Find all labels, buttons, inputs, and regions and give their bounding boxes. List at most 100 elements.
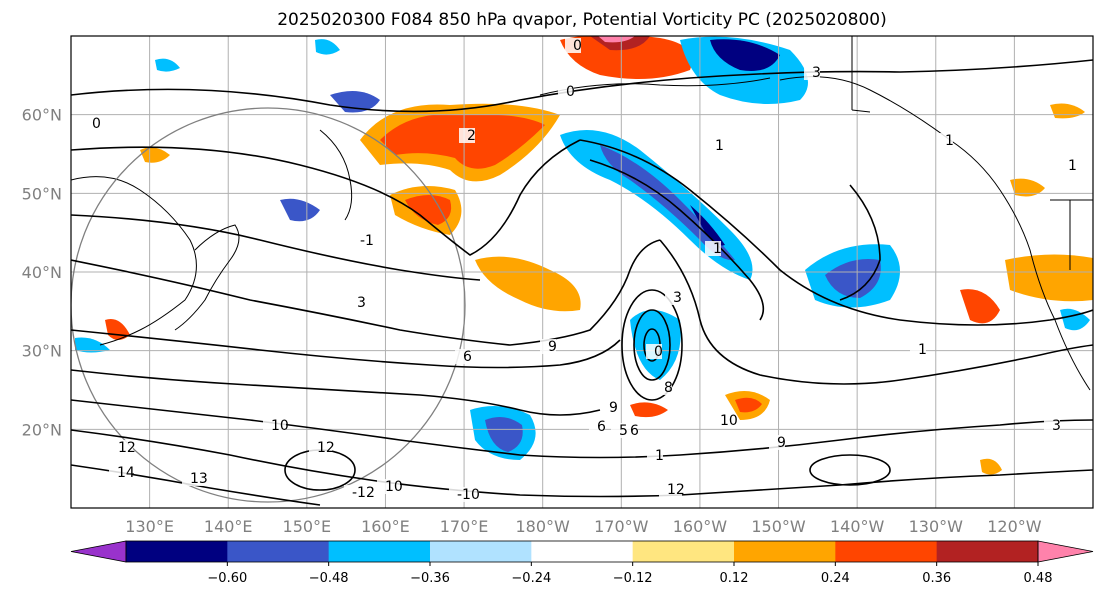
colorbar-bin [835,541,938,562]
warm-anomaly-east [960,289,1000,324]
colorbar-bin [936,541,1039,562]
contour-label-bg [352,233,375,248]
contour-line [71,369,601,416]
contour-label-bg [769,435,785,450]
cold-anomaly-small-2 [280,198,320,222]
pv-contours [71,59,1093,506]
border-canada-us [851,36,871,113]
warm-anomaly-north-peak [598,36,635,43]
colorbar-tick-label: 0.24 [821,571,850,586]
contour-label-bg [705,241,721,256]
latitude-label: 60°N [22,106,62,125]
longitude-label: 130°W [909,517,964,536]
colorbar-tick-label: 0.36 [922,571,951,586]
longitude-label: 160°W [673,517,728,536]
cold-anomaly-jet-deep [690,205,725,246]
contour-line [71,429,1093,498]
contour-label-bg [601,400,617,415]
cold-anomaly-small-5 [315,39,340,55]
contour-label-bg [182,471,205,486]
longitude-labels: 130°E 140°E 150°E 160°E 170°E 180°W 170°W 160°W… [125,517,1041,536]
warm-anomaly-small-3 [1010,178,1045,197]
cold-anomaly-small-4 [155,58,180,72]
contour-label: 5 [619,423,628,439]
colorbar-extend-high [1037,540,1094,563]
colorbar-bin [734,541,836,562]
longitude-label: 120°W [987,517,1042,536]
colorbar-tick-label: −0.60 [207,571,247,586]
contour-label: 12 [667,482,685,498]
colorbar-tick-label: 0.48 [1024,571,1053,586]
longitude-label: 130°E [125,517,174,536]
contour-label: 3 [357,295,366,311]
contour-label: 6 [597,419,606,435]
figure-title: 2025020300 F084 850 hPa qvapor, Potentia… [277,10,887,30]
contour-label: 1 [1068,158,1077,174]
contour-label: 2 [467,128,476,144]
contour-label: 1 [713,241,722,257]
contour-label-bg [565,38,581,53]
warm-anomaly-small-2 [140,147,170,163]
contour-closed [633,309,671,381]
cold-anomaly-gulf-core [825,259,881,298]
cold-anomaly-jet-core [600,145,735,261]
contour-label: -1 [360,233,374,249]
colorbar: −0.60 −0.48 −0.36 −0.24 −0.12 0.12 0.24 0.36 0.4… [70,540,1094,586]
colorbar-tick-label: 0.12 [720,571,749,586]
contour-line [839,184,881,301]
contour-label: 12 [317,440,335,456]
contour-label: 1 [715,138,724,154]
warm-anomaly-east-2 [1005,254,1093,302]
contour-label-bg [263,418,286,433]
contour-label: -12 [352,485,375,501]
warm-anomaly-se-core [735,397,762,413]
contour-label-bg [1044,418,1060,433]
longitude-label: 170°E [440,517,489,536]
contour-closed [809,454,891,486]
border-us [1050,199,1093,270]
colorbar-tick-label: −0.12 [613,571,653,586]
contour-label-bg [84,116,100,131]
contour-line [71,214,481,281]
contour-label-bg [659,482,682,497]
colorbar-bin [531,541,634,562]
longitude-label: 150°W [751,517,806,536]
colorbar-tick-label: −0.24 [511,571,551,586]
contour-label-bg [646,344,662,359]
longitude-label: 150°E [283,517,332,536]
coastline-japan [174,224,240,331]
contour-label: 8 [664,380,673,396]
contour-label: 6 [463,349,472,365]
contour-label: 9 [777,435,786,451]
contour-label: 10 [385,479,403,495]
contour-label-bg [665,290,681,305]
contour-label: 0 [654,344,663,360]
colorbar-bin [126,541,228,562]
contour-label-bg [349,295,365,310]
contour-label-bg [937,133,953,148]
contour-label: 1 [945,133,954,149]
contour-label: 9 [609,400,618,416]
longitude-label: 140°E [204,517,253,536]
contour-label-bg [558,84,574,99]
contour-label-bg [647,448,663,463]
contour-label: 0 [92,116,101,132]
latitude-labels: 20°N 30°N 40°N 50°N 60°N [22,106,62,440]
coastlines [71,36,1093,391]
latitude-label: 20°N [22,420,62,439]
warm-anomaly-mid [475,256,581,312]
contour-label-bg [656,380,672,395]
contour-label: 14 [117,465,135,481]
contour-line [589,159,765,321]
latitude-label: 50°N [22,184,62,203]
contour-label: 3 [673,290,682,306]
colorbar-extend-low [70,540,127,563]
qvapor-shading [75,36,1093,475]
contour-line [71,139,581,256]
warm-anomaly-small-6 [980,458,1002,475]
colorbar-frame [125,540,1039,563]
longitude-label: 170°W [594,517,649,536]
contour-line [579,139,1093,326]
